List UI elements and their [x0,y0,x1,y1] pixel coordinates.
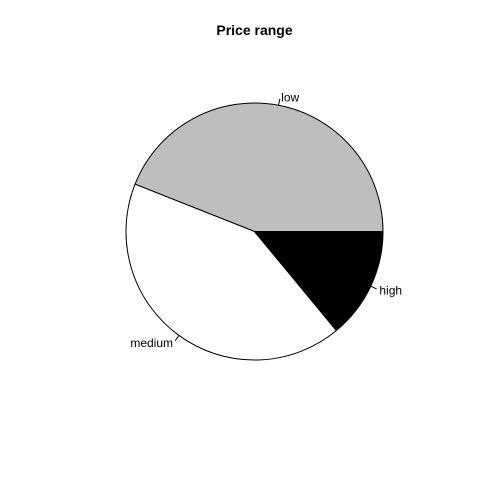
slice-label-ticks [174,98,377,341]
slice-label-high: high [379,283,402,297]
pie-slices [125,102,384,361]
label-tick-high [370,285,377,290]
slice-labels: low medium high [130,91,402,350]
label-tick-medium [174,335,180,341]
slice-label-low: low [281,91,299,105]
label-tick-low [278,98,281,106]
chart-title: Price range [216,22,292,38]
slice-label-medium: medium [130,336,173,350]
